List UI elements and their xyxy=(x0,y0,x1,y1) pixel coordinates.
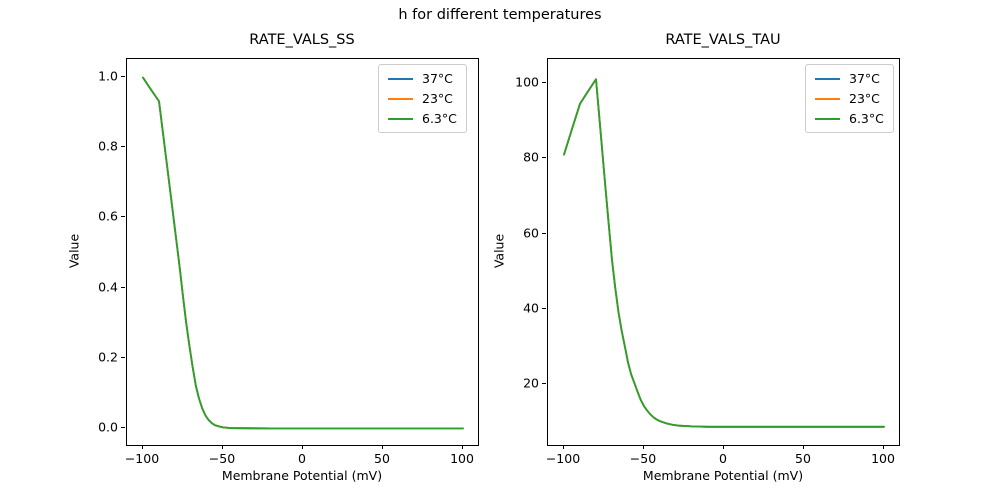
y-tick xyxy=(121,357,125,359)
y-tick-label: 0.6 xyxy=(98,208,118,224)
legend-tau: 37°C 23°C 6.3°C xyxy=(805,64,894,133)
curves-svg-ss xyxy=(142,76,464,430)
x-tick-label: 0 xyxy=(298,451,306,466)
legend-entry-6-3c: 6.3°C xyxy=(815,111,884,126)
x-tick xyxy=(643,445,644,449)
y-tick-label: 0.0 xyxy=(98,419,118,435)
y-tick xyxy=(121,286,125,288)
curve-6.3°C xyxy=(142,76,464,430)
legend-label-6-3c: 6.3°C xyxy=(422,111,457,126)
legend-label-23c: 23°C xyxy=(849,91,880,106)
x-tick-label: −100 xyxy=(545,451,581,466)
y-tick-label: 60 xyxy=(523,225,539,241)
x-tick-label: −50 xyxy=(629,451,657,466)
legend-line-37c xyxy=(815,77,840,80)
y-tick xyxy=(542,232,546,234)
y-tick xyxy=(542,383,546,385)
y-tick-label: 20 xyxy=(523,375,539,391)
y-tick xyxy=(121,145,125,147)
x-tick-label: 50 xyxy=(374,451,390,466)
y-tick-label: 0.4 xyxy=(98,279,118,295)
axes-title-rate-vals-ss: RATE_VALS_SS xyxy=(249,32,355,48)
legend-label-37c: 37°C xyxy=(849,71,880,86)
y-tick-label: 0.2 xyxy=(98,349,118,365)
x-tick xyxy=(883,445,884,449)
x-tick xyxy=(803,445,804,449)
curves-svg-tau xyxy=(563,78,885,428)
legend-entry-23c: 23°C xyxy=(388,91,457,106)
x-tick xyxy=(382,445,383,449)
x-tick xyxy=(462,445,463,449)
axes-title-rate-vals-tau: RATE_VALS_TAU xyxy=(665,32,781,48)
figure-suptitle: h for different temperatures xyxy=(398,7,602,23)
x-tick-label: 100 xyxy=(871,451,895,466)
legend-line-23c xyxy=(815,97,840,100)
x-tick-label: −100 xyxy=(124,451,160,466)
legend-entry-6-3c: 6.3°C xyxy=(388,111,457,126)
curve-6.3°C xyxy=(563,78,885,428)
y-tick-label: 40 xyxy=(523,300,539,316)
y-tick xyxy=(542,307,546,309)
x-tick-label: 0 xyxy=(719,451,727,466)
legend-line-6-3c xyxy=(815,117,840,120)
legend-label-6-3c: 6.3°C xyxy=(849,111,884,126)
y-tick-label: 0.8 xyxy=(98,138,118,154)
x-tick-label: 50 xyxy=(795,451,811,466)
y-tick-label: 100 xyxy=(515,74,539,90)
legend-entry-37c: 37°C xyxy=(388,71,457,86)
x-tick xyxy=(302,445,303,449)
x-tick xyxy=(222,445,223,449)
x-tick xyxy=(563,445,564,449)
x-tick xyxy=(142,445,143,449)
legend-label-37c: 37°C xyxy=(422,71,453,86)
y-tick xyxy=(121,216,125,218)
y-axis-label-ss: Value xyxy=(66,233,82,269)
x-tick xyxy=(723,445,724,449)
y-tick xyxy=(121,75,125,77)
legend-entry-23c: 23°C xyxy=(815,91,884,106)
y-tick xyxy=(542,82,546,84)
legend-ss: 37°C 23°C 6.3°C xyxy=(378,64,467,133)
x-axis-label-ss: Membrane Potential (mV) xyxy=(221,468,383,483)
legend-line-6-3c xyxy=(388,117,413,120)
y-tick xyxy=(542,157,546,159)
y-tick-label: 80 xyxy=(523,149,539,165)
legend-line-37c xyxy=(388,77,413,80)
legend-line-23c xyxy=(388,97,413,100)
x-axis-label-tau: Membrane Potential (mV) xyxy=(642,468,804,483)
x-tick-label: 100 xyxy=(450,451,474,466)
y-tick xyxy=(121,427,125,429)
x-tick-label: −50 xyxy=(208,451,236,466)
legend-label-23c: 23°C xyxy=(422,91,453,106)
legend-entry-37c: 37°C xyxy=(815,71,884,86)
y-tick-label: 1.0 xyxy=(98,68,118,84)
